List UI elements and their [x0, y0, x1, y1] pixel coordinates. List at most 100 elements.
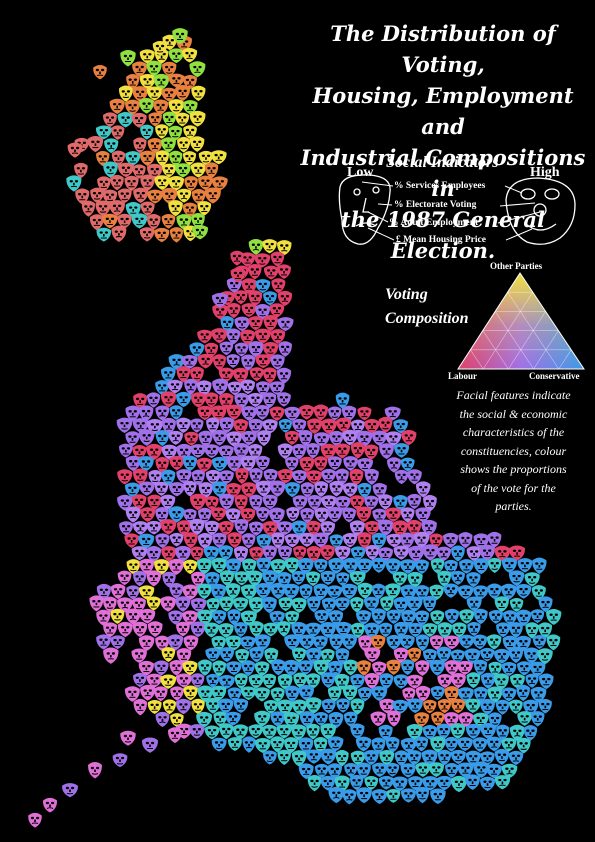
constituency-face	[378, 519, 394, 536]
constituency-face	[314, 481, 329, 497]
constituency-face	[182, 455, 198, 472]
constituency-face	[443, 583, 459, 598]
constituency-face	[283, 583, 300, 599]
constituency-face	[508, 570, 525, 587]
constituency-face	[75, 188, 90, 205]
constituency-face	[501, 557, 517, 574]
constituency-face	[212, 429, 227, 446]
constituency-face	[197, 201, 212, 216]
constituency-face	[154, 559, 170, 575]
constituency-face	[167, 379, 183, 394]
constituency-face	[255, 354, 272, 369]
constituency-face	[131, 213, 148, 229]
constituency-face	[132, 521, 148, 535]
constituency-face	[392, 571, 408, 586]
constituency-face	[212, 303, 228, 320]
constituency-face	[233, 418, 248, 435]
constituency-face	[235, 467, 249, 484]
constituency-face	[387, 457, 402, 473]
constituency-face	[206, 417, 220, 434]
constituency-face	[371, 583, 386, 600]
constituency-face	[111, 225, 127, 242]
constituency-face	[479, 544, 495, 561]
constituency-face	[191, 469, 205, 486]
constituency-face	[413, 531, 430, 548]
constituency-face	[524, 572, 540, 587]
constituency-face	[371, 430, 388, 446]
constituency-face	[314, 456, 328, 472]
constituency-face	[212, 354, 226, 371]
constituency-face	[184, 431, 199, 446]
constituency-face	[270, 559, 287, 574]
constituency-face	[125, 201, 141, 218]
constituency-face	[119, 521, 134, 536]
constituency-face	[473, 558, 489, 575]
constituency-face	[139, 481, 155, 496]
constituency-face	[218, 520, 234, 536]
constituency-face	[241, 278, 257, 295]
constituency-face	[532, 557, 547, 574]
constituency-face	[299, 532, 315, 547]
constituency-face	[385, 558, 401, 575]
constituency-face	[226, 455, 243, 472]
constituency-face	[133, 570, 147, 587]
constituency-face	[487, 583, 502, 600]
constituency-face	[393, 545, 409, 560]
constituency-face	[160, 494, 176, 510]
constituency-face	[255, 279, 271, 293]
constituency-face	[125, 482, 140, 498]
constituency-face	[189, 136, 205, 152]
constituency-face	[248, 443, 263, 460]
constituency-face	[102, 189, 118, 205]
constituency-face	[155, 150, 169, 167]
constituency-face	[291, 570, 306, 585]
constituency-face	[262, 521, 278, 537]
constituency-face	[168, 73, 185, 88]
constituency-face	[270, 582, 287, 600]
constituency-face	[249, 494, 263, 511]
constituency-face	[335, 392, 350, 409]
constituency-face	[386, 533, 403, 548]
constituency-face	[169, 227, 184, 243]
constituency-face	[450, 570, 465, 585]
constituency-face	[437, 570, 452, 587]
constituency-face	[248, 263, 262, 280]
constituency-face	[81, 200, 96, 217]
constituency-face	[313, 404, 329, 421]
constituency-face	[148, 469, 162, 486]
constituency-face	[191, 571, 206, 587]
constituency-face	[473, 585, 489, 600]
constituency-face	[234, 494, 248, 511]
constituency-face	[203, 545, 220, 561]
constituency-face	[451, 545, 465, 562]
constituency-face	[205, 469, 221, 485]
constituency-face	[292, 418, 307, 433]
constituency-face	[189, 518, 205, 536]
constituency-face	[155, 430, 170, 447]
constituency-face	[147, 137, 163, 154]
constituency-face	[139, 150, 156, 166]
constituency-face	[162, 111, 177, 127]
constituency-face	[176, 417, 191, 434]
constituency-face	[248, 316, 263, 331]
constituency-face	[219, 493, 235, 510]
constituency-face	[242, 558, 257, 575]
constituency-face	[364, 495, 379, 510]
constituency-face	[414, 559, 429, 574]
constituency-face	[146, 520, 162, 535]
constituency-face	[117, 188, 132, 203]
constituency-face	[218, 445, 234, 460]
constituency-face	[263, 265, 279, 280]
constituency-face	[155, 533, 170, 548]
constituency-face	[365, 544, 380, 561]
constituency-face	[240, 508, 256, 523]
constituency-face	[155, 124, 169, 139]
constituency-face	[161, 417, 176, 435]
constituency-face	[293, 545, 307, 561]
constituency-face	[299, 583, 313, 600]
constituency-face	[133, 137, 147, 154]
constituency-face	[350, 442, 365, 459]
constituency-face	[168, 175, 184, 191]
constituency-face	[168, 558, 184, 575]
constituency-face	[126, 559, 141, 575]
